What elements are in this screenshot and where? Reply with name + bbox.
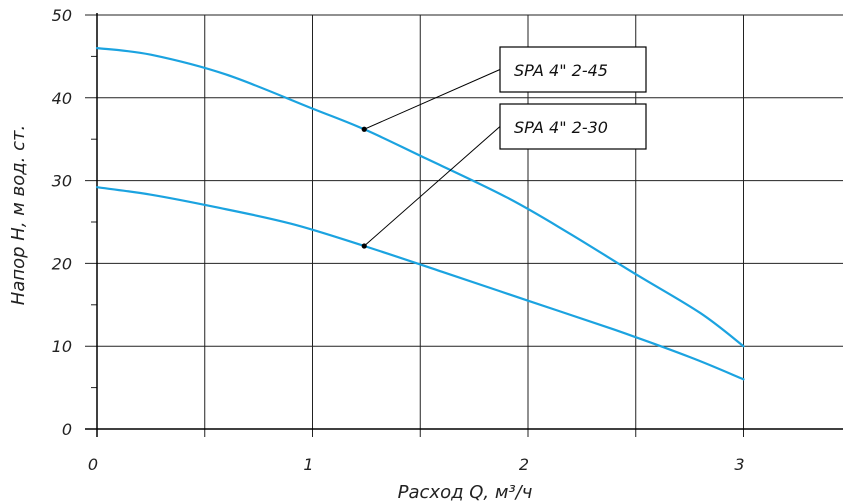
y-tick-label: 0 — [62, 420, 72, 439]
callout-box — [499, 46, 647, 93]
x-tick-label: 1 — [303, 455, 313, 474]
x-tick-label: 2 — [519, 455, 529, 474]
callout-leader — [364, 69, 501, 130]
y-tick-label: 40 — [52, 89, 72, 108]
callout-leader — [363, 126, 501, 247]
series-line-1 — [95, 47, 745, 348]
tick-labels: 0 10 20 30 40 50 0 1 2 3 — [52, 6, 745, 474]
axes — [85, 13, 843, 437]
x-axis-label: Расход Q, м³/ч — [398, 482, 533, 503]
y-axis-label: Напор H, м вод. ст. — [8, 125, 29, 305]
series-label: SPA 4" 2-30 — [514, 118, 608, 137]
callout-point — [361, 243, 367, 249]
x-tick-label: 0 — [88, 455, 98, 474]
series — [95, 47, 745, 381]
y-tick-label: 30 — [52, 172, 72, 191]
callout-box — [499, 103, 647, 150]
callout-point — [361, 126, 367, 132]
y-tick-label: 50 — [52, 6, 72, 25]
y-tick-label: 20 — [52, 254, 72, 273]
series-line-2 — [95, 186, 745, 381]
callouts: SPA 4" 2-45 SPA 4" 2-30 — [361, 46, 647, 249]
grid — [85, 14, 843, 437]
series-label: SPA 4" 2-45 — [514, 61, 608, 80]
x-tick-label: 3 — [734, 455, 744, 474]
y-tick-label: 10 — [52, 337, 72, 356]
